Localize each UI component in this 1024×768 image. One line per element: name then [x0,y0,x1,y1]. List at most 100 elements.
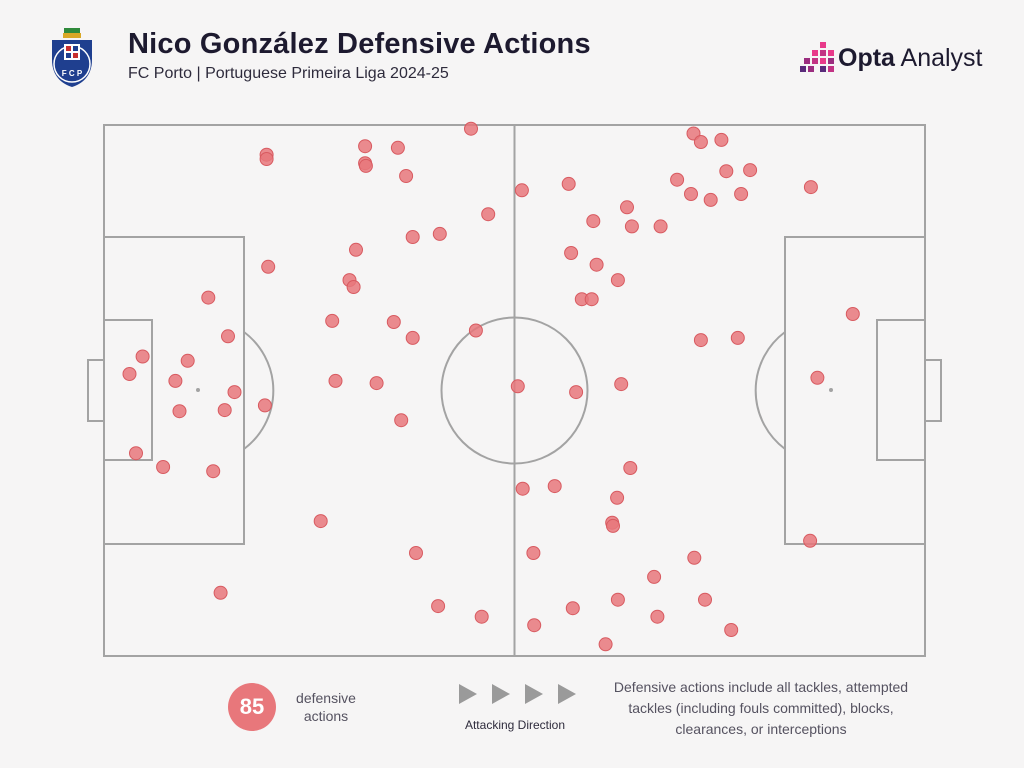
defensive-action-point [653,219,668,234]
defensive-action-point [730,330,745,345]
defensive-action-point [257,398,272,413]
defensive-action-point [135,349,150,364]
defensive-action-point [565,601,580,616]
defensive-action-point [584,292,599,307]
defensive-action-point [390,140,405,155]
chart-subtitle: FC Porto | Portuguese Primeira Liga 2024… [128,65,449,82]
defensive-action-point [724,623,739,637]
defensive-action-point [610,273,625,288]
defensive-action-point [259,152,274,166]
defensive-action-point [431,599,446,614]
right-penalty-arc [754,331,786,450]
defensive-action-point [328,373,343,388]
definition-note: Defensive actions include all tackles, a… [613,679,909,737]
right-penalty-box [784,236,926,545]
defensive-action-point [684,187,698,201]
defensive-action-point [217,403,232,418]
defensive-action-point [313,514,328,529]
defensive-action-point [358,158,373,173]
defensive-action-point [620,200,634,215]
defensive-action-point [168,373,183,388]
left-penalty-arc [243,331,275,450]
defensive-action-point [547,479,562,494]
attacking-direction-label: Attacking Direction [464,718,566,732]
defensive-action-point [714,132,729,147]
defensive-action-point [515,481,530,496]
defensive-action-point [623,461,638,475]
defensive-action-point [527,618,542,633]
defensive-action-point [687,550,702,565]
defensive-action-point [346,280,361,294]
defensive-action-point [129,446,143,461]
defensive-action-point [606,518,620,533]
defensive-action-point [610,592,625,607]
defensive-action-points [122,121,860,652]
defensive-action-point [206,464,221,479]
left-six-yard-box [103,319,153,461]
defensive-action-point [610,490,625,505]
defensive-action-point [564,246,579,260]
defensive-action-point [693,333,708,348]
attacking-direction-arrows-icon [459,684,576,704]
defensive-action-point [172,404,187,419]
defensive-action-point [845,307,860,321]
fc-porto-crest-icon: F C P [52,28,92,87]
defensive-action-point [650,609,665,624]
defensive-action-point [510,379,525,394]
defensive-action-point [743,163,758,178]
action-count-label: defensive actions [296,690,356,724]
defensive-action-point [647,569,662,584]
crest-letters: F C P [62,69,83,78]
defensive-action-point [803,180,818,195]
defensive-action-point [514,183,529,198]
defensive-action-point [614,377,629,392]
defensive-action-point [734,187,749,201]
defensive-action-point [386,315,401,329]
opta-analyst-logo-icon [800,42,834,72]
defensive-action-point [474,609,489,624]
defensive-action-point [586,214,601,229]
defensive-action-point [803,533,818,548]
defensive-action-point [122,367,137,381]
defensive-action-point [698,592,712,607]
defensive-action-point [432,226,447,241]
defensive-action-point [464,121,478,136]
defensive-action-point [399,169,414,183]
defensive-action-point [261,259,276,274]
defensive-action-point [589,257,604,272]
left-goal [87,359,105,422]
defensive-action-point [358,139,373,154]
defensive-action-point [409,546,423,560]
defensive-action-point [526,546,541,560]
centre-circle [440,316,589,465]
defensive-action-point [670,172,685,187]
defensive-action-point [468,323,483,338]
defensive-action-point [201,290,216,305]
brand-name-regular: Analyst [894,44,983,72]
right-goal [924,359,942,422]
defensive-action-point [810,370,825,385]
chart-title: Nico González Defensive Actions [128,28,591,60]
defensive-action-point [156,460,171,474]
action-count-badge: 85 [228,683,276,731]
left-penalty-spot [196,388,200,392]
defensive-action-point [561,176,576,191]
defensive-action-point [405,230,420,244]
defensive-action-point [405,330,420,345]
defensive-action-point [349,242,363,257]
defensive-action-point [693,135,708,149]
defensive-action-point [227,385,242,400]
defensive-action-point [325,313,340,328]
right-six-yard-box [876,319,926,461]
right-penalty-spot [829,388,833,392]
brand-name-bold: Opta [838,44,895,72]
brand-name: Opta Analyst [838,44,983,73]
defensive-action-point [394,413,409,428]
defensive-action-point [221,329,235,344]
defensive-action-point [213,585,228,600]
defensive-action-point [598,637,613,652]
left-penalty-box [103,236,245,545]
defensive-action-point [569,385,584,400]
defensive-action-point [180,353,195,368]
